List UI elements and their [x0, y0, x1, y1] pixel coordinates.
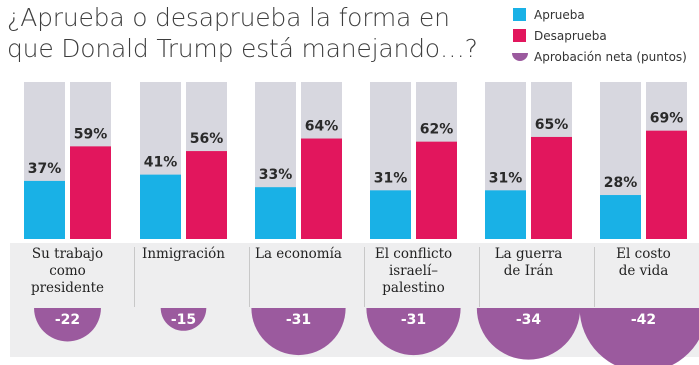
- category-label-line: como: [49, 263, 86, 279]
- net-approval-label: -15: [171, 312, 196, 328]
- net-approval-semicircle: [251, 308, 346, 356]
- data-label-approve: 37%: [28, 161, 62, 177]
- bar-disapprove: [301, 138, 342, 239]
- legend-item-net: Aprobación neta (puntos): [512, 46, 687, 67]
- category-label-line: de vida: [618, 263, 669, 279]
- data-label-disapprove: 59%: [74, 126, 108, 142]
- net-approval-label: -31: [401, 312, 426, 328]
- legend-label-disapprove: Desaprueba: [534, 28, 607, 43]
- legend-item-disapprove: Desaprueba: [513, 25, 687, 46]
- net-approval-label: -31: [286, 312, 311, 328]
- category-divider: [249, 247, 250, 307]
- category-label-line: israelí–: [388, 263, 439, 279]
- bar-disapprove: [416, 141, 457, 239]
- legend-label-net: Aprobación neta (puntos): [534, 49, 687, 64]
- bar-approve: [485, 190, 526, 239]
- data-label-disapprove: 65%: [535, 117, 569, 133]
- category-label-line: presidente: [30, 280, 105, 296]
- category-label-line: Inmigración: [142, 246, 225, 262]
- bar-disapprove: [186, 151, 227, 239]
- category-label-line: La guerra: [494, 246, 563, 262]
- category-label-line: de Irán: [503, 263, 554, 279]
- bar-approve: [370, 190, 411, 239]
- legend-label-approve: Aprueba: [534, 7, 585, 22]
- legend-swatch-approve: [513, 8, 526, 21]
- category-label: La economía: [249, 246, 349, 263]
- bar-approve: [24, 180, 65, 239]
- data-label-disapprove: 62%: [420, 122, 454, 138]
- category-label-line: Su trabajo: [31, 246, 104, 262]
- legend-swatch-net: [512, 52, 528, 61]
- category-label: El costo de vida: [594, 246, 694, 280]
- bar-disapprove: [531, 136, 572, 239]
- net-approval-semicircle: [34, 308, 101, 342]
- category-label: Inmigración: [134, 246, 234, 263]
- category-label-line: La economía: [255, 246, 342, 262]
- bar-approve: [255, 187, 296, 239]
- data-label-approve: 31%: [489, 170, 523, 186]
- data-label-approve: 41%: [144, 155, 178, 171]
- category-label: Su trabajo como presidente: [18, 246, 118, 297]
- bar-disapprove: [70, 146, 111, 239]
- category-label-line: palestino: [382, 280, 445, 296]
- category-divider: [479, 247, 480, 307]
- net-approval-label: -34: [516, 312, 542, 328]
- net-approval-semicircle: [160, 308, 207, 331]
- bar-approve: [140, 174, 181, 239]
- legend-swatch-disapprove: [513, 29, 526, 42]
- bar-approve: [600, 195, 641, 239]
- net-approval-semicircle: [476, 308, 581, 360]
- category-panel: [10, 243, 699, 357]
- data-label-disapprove: 69%: [650, 111, 684, 127]
- data-label-approve: 31%: [374, 170, 408, 186]
- net-approval-semicircle: [579, 308, 699, 365]
- net-approval-label: -22: [55, 312, 80, 328]
- category-divider: [594, 247, 595, 307]
- legend-item-approve: Aprueba: [513, 4, 687, 25]
- category-divider: [364, 247, 365, 307]
- net-approval-label: -42: [631, 312, 656, 328]
- data-label-disapprove: 64%: [305, 119, 339, 135]
- category-label-line: El costo: [616, 246, 671, 262]
- data-label-approve: 28%: [604, 175, 638, 191]
- category-label: La guerra de Irán: [479, 246, 579, 280]
- data-label-approve: 33%: [259, 167, 293, 183]
- category-divider: [134, 247, 135, 307]
- bar-disapprove: [646, 130, 687, 239]
- category-label-line: El conflicto: [374, 246, 453, 262]
- net-approval-semicircle: [366, 308, 461, 356]
- data-label-disapprove: 56%: [190, 131, 224, 147]
- legend: Aprueba Desaprueba Aprobación neta (punt…: [512, 4, 687, 67]
- category-label: El conflicto israelí– palestino: [364, 246, 464, 297]
- chart-title: ¿Aprueba o desaprueba la forma en que Do…: [7, 3, 478, 63]
